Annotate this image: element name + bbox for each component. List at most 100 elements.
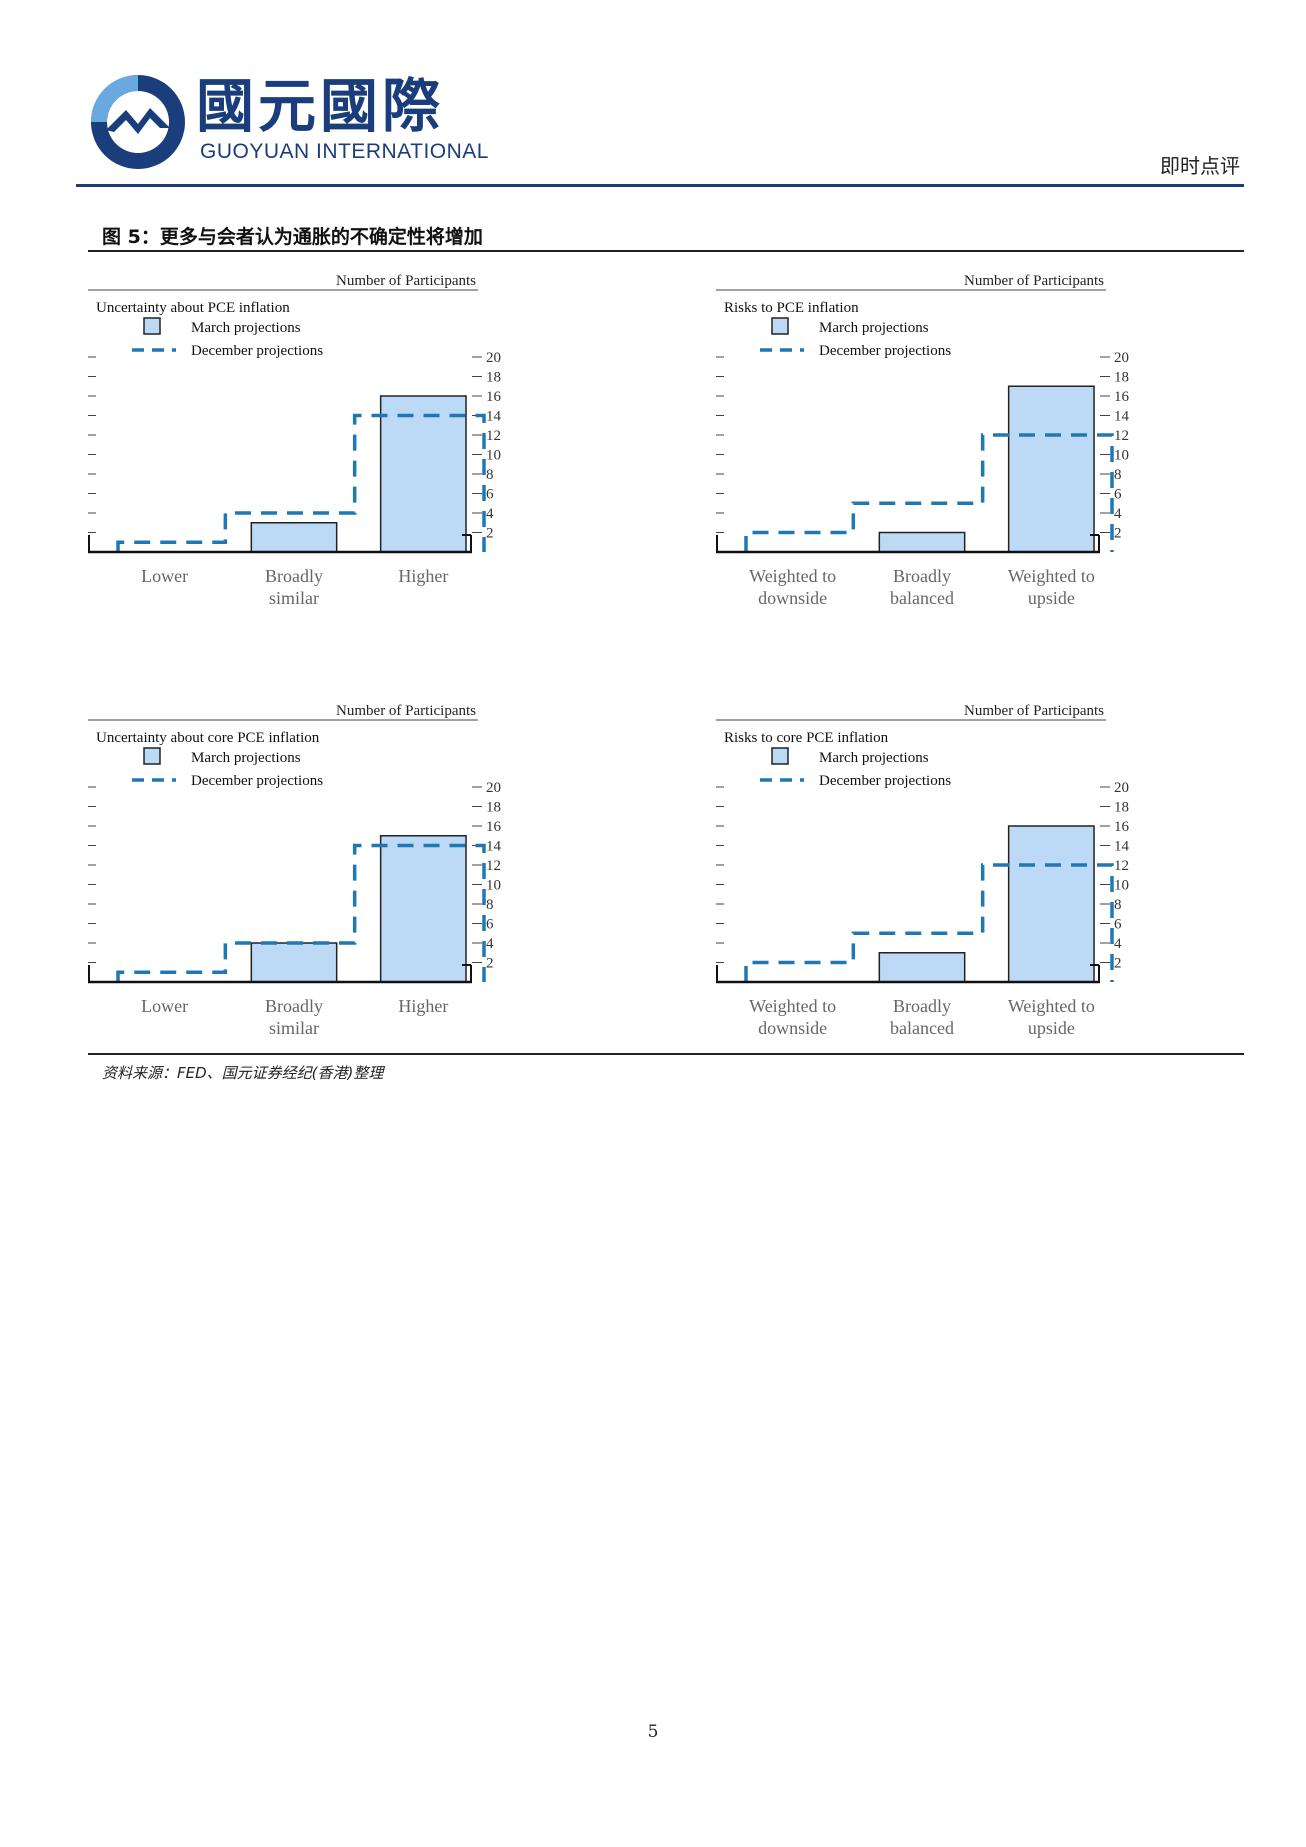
y-tick-label: 2 [486,526,494,542]
y-tick-label: 12 [1114,428,1129,444]
category-label: Weighted to [749,996,836,1016]
legend-december-label: December projections [191,343,323,359]
y-tick-label: 6 [486,917,494,933]
page-header: 國元國際 GUOYUAN INTERNATIONAL 即时点评 [0,0,1306,190]
figure-title: 图 5：更多与会者认为通胀的不确定性将增加 [102,226,483,248]
y-tick-label: 4 [1114,506,1122,522]
y-tick-label: 18 [1114,370,1129,386]
category-label: upside [1028,1018,1075,1038]
category-label: Weighted to [1008,996,1095,1016]
legend-march-swatch [143,317,161,335]
category-label: Lower [141,566,188,586]
march-bar [379,835,467,983]
category-label: Lower [141,996,188,1016]
logo-english-name: GUOYUAN INTERNATIONAL [200,140,489,163]
y-tick-label: 10 [1114,878,1129,894]
y-tick-label: 4 [486,936,494,952]
chart-risks-core-pce: Number of Participants Risks to core PCE … [716,703,1130,1038]
y-tick-label: 6 [1114,487,1122,503]
page-number: 5 [647,1722,659,1742]
y-tick-label: 16 [486,389,502,405]
category-label: balanced [890,1018,954,1038]
category-label: balanced [890,588,954,608]
category-label: downside [758,588,827,608]
legend-december-label: December projections [819,343,951,359]
legend-march-label: March projections [191,320,301,336]
category-label: Higher [398,996,448,1016]
chart-uncertainty-core-pce: Number of Participants Uncertainty about … [88,703,502,1038]
legend-march-label: March projections [191,750,301,766]
y-tick-label: 12 [1114,858,1129,874]
legend-december-label: December projections [819,773,951,789]
december-step-line [744,433,1114,552]
category-label: upside [1028,588,1075,608]
y-tick-label: 12 [486,858,501,874]
category-label: similar [269,1018,319,1038]
y-tick-label: 20 [1114,350,1129,366]
y-tick-label: 8 [486,467,494,483]
y-tick-label: 6 [486,487,494,503]
y-tick-label: 20 [486,350,501,366]
y-tick-label: 6 [1114,917,1122,933]
logo-chinese-name: 國元國際 [196,72,445,140]
y-tick-label: 16 [1114,389,1130,405]
source-note: 资料来源：FED、国元证券经纪(香港)整理 [102,1064,384,1082]
y-tick-label: 14 [1114,409,1130,425]
guoyuan-logo-icon [91,75,185,169]
y-tick-label: 12 [486,428,501,444]
panel-title: Uncertainty about core PCE inflation [96,730,320,746]
y-tick-label: 18 [486,800,501,816]
figure-top-rule [88,250,1244,252]
legend-march-swatch [771,317,789,335]
legend-march-swatch [143,747,161,765]
category-label: similar [269,588,319,608]
december-step-line [116,843,486,982]
march-bar [1007,385,1095,553]
y-tick-label: 4 [1114,936,1122,952]
y-tick-label: 8 [1114,467,1122,483]
report-type-label: 即时点评 [1160,154,1240,178]
category-label: Weighted to [749,566,836,586]
y-tick-label: 18 [486,370,501,386]
y-tick-label: 20 [486,780,501,796]
december-step-line [744,863,1114,982]
y-tick-label: 14 [486,839,502,855]
y-tick-label: 2 [1114,956,1122,972]
legend-march-swatch [771,747,789,765]
category-label: downside [758,1018,827,1038]
legend-march-label: March projections [819,320,929,336]
legend-march-label: March projections [819,750,929,766]
y-tick-label: 2 [1114,526,1122,542]
y-tick-label: 18 [1114,800,1129,816]
y-tick-label: 10 [486,448,501,464]
panel-title: Risks to core PCE inflation [724,730,889,746]
category-label: Broadly [265,996,323,1016]
y-tick-label: 14 [486,409,502,425]
category-label: Higher [398,566,448,586]
panel-title: Uncertainty about PCE inflation [96,300,290,316]
march-bar [1007,825,1095,983]
march-bar [379,395,467,553]
y-tick-label: 10 [1114,448,1129,464]
chart-risks-pce: Number of Participants Risks to PCE infla… [716,273,1130,608]
chart-uncertainty-pce: Number of Participants Uncertainty about … [88,273,502,608]
march-bar [250,942,338,983]
y-axis-title: Number of Participants [336,273,476,289]
y-tick-label: 4 [486,506,494,522]
december-step-line [116,413,486,552]
y-tick-label: 16 [1114,819,1130,835]
panel-title: Risks to PCE inflation [724,300,859,316]
march-bar [878,531,966,553]
category-label: Broadly [893,996,951,1016]
figure-bottom-rule [88,1053,1244,1055]
y-tick-label: 20 [1114,780,1129,796]
y-tick-label: 16 [486,819,502,835]
legend-december-label: December projections [191,773,323,789]
y-tick-label: 14 [1114,839,1130,855]
y-tick-label: 8 [1114,897,1122,913]
y-axis-title: Number of Participants [964,273,1104,289]
march-bar [250,522,338,553]
category-label: Broadly [893,566,951,586]
category-label: Broadly [265,566,323,586]
y-tick-label: 10 [486,878,501,894]
